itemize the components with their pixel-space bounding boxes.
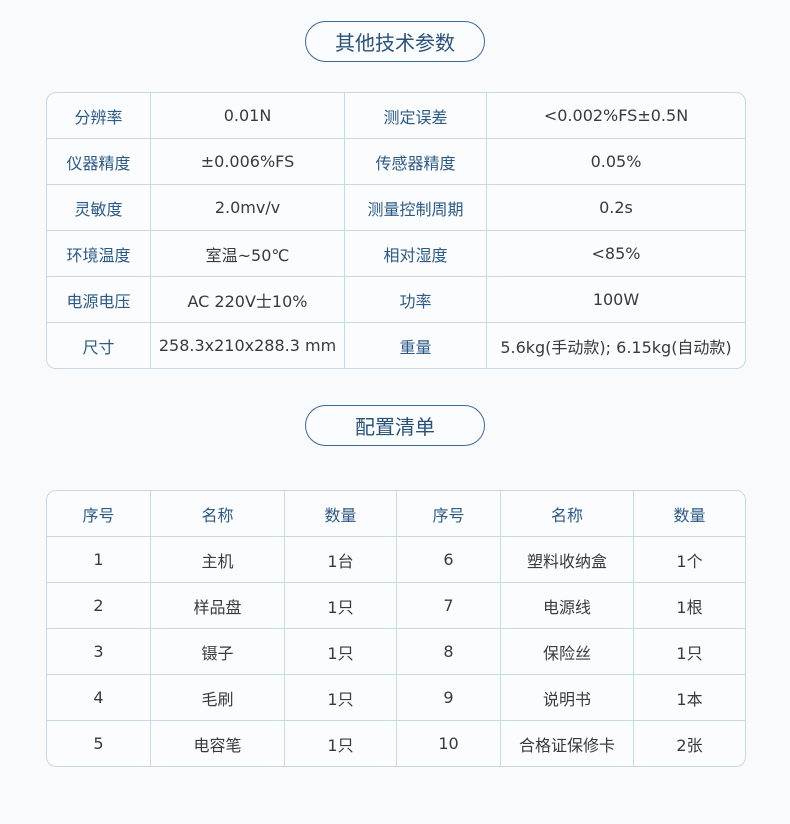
table-cell: 2.0mv/v <box>151 185 345 231</box>
table-cell: 8 <box>397 629 501 675</box>
section-title-config-list: 配置清单 <box>305 405 485 446</box>
table-cell: 258.3x210x288.3 mm <box>151 323 345 368</box>
table-cell: 4 <box>47 675 151 721</box>
table-cell: 保险丝 <box>501 629 634 675</box>
table-cell: 合格证保修卡 <box>501 721 634 766</box>
table-cell: 数量 <box>285 491 397 537</box>
table-row: 1 主机 1台 6 塑料收纳盒 1个 <box>47 537 745 583</box>
table-row: 尺寸 258.3x210x288.3 mm 重量 5.6kg(手动款); 6.15kg… <box>47 323 745 368</box>
table-cell: 样品盘 <box>151 583 285 629</box>
table-cell: 1 <box>47 537 151 583</box>
table-cell: 1只 <box>285 583 397 629</box>
table-row: 2 样品盘 1只 7 电源线 1根 <box>47 583 745 629</box>
table-cell: AC 220V士10% <box>151 277 345 323</box>
table-cell: 6 <box>397 537 501 583</box>
table-row: 电源电压 AC 220V士10% 功率 100W <box>47 277 745 323</box>
table-cell: 尺寸 <box>47 323 151 368</box>
section-title-tech-params: 其他技术参数 <box>305 21 485 62</box>
table-cell: 重量 <box>345 323 487 368</box>
table-cell: <0.002%FS±0.5N <box>487 93 745 139</box>
table-cell: 2 <box>47 583 151 629</box>
table-cell: 0.2s <box>487 185 745 231</box>
table-cell: 塑料收纳盒 <box>501 537 634 583</box>
table-cell: 9 <box>397 675 501 721</box>
table-cell: 测定误差 <box>345 93 487 139</box>
table-cell: ±0.006%FS <box>151 139 345 185</box>
table-cell: 0.05% <box>487 139 745 185</box>
table-header-row: 序号 名称 数量 序号 名称 数量 <box>47 491 745 537</box>
table-cell: 10 <box>397 721 501 766</box>
table-row: 环境温度 室温~50℃ 相对湿度 <85% <box>47 231 745 277</box>
table-cell: 分辨率 <box>47 93 151 139</box>
table-cell: 镊子 <box>151 629 285 675</box>
table-cell: 说明书 <box>501 675 634 721</box>
table-cell: <85% <box>487 231 745 277</box>
table-cell: 1只 <box>634 629 745 675</box>
table-cell: 电源电压 <box>47 277 151 323</box>
table-cell: 5 <box>47 721 151 766</box>
table-cell: 名称 <box>501 491 634 537</box>
table-cell: 电源线 <box>501 583 634 629</box>
table-row: 3 镊子 1只 8 保险丝 1只 <box>47 629 745 675</box>
table-cell: 1本 <box>634 675 745 721</box>
table-cell: 功率 <box>345 277 487 323</box>
table-cell: 5.6kg(手动款); 6.15kg(自动款) <box>500 337 732 357</box>
table-cell: 电容笔 <box>151 721 285 766</box>
table-cell: 传感器精度 <box>345 139 487 185</box>
table-cell: 1个 <box>634 537 745 583</box>
config-list-table: 序号 名称 数量 序号 名称 数量 1 主机 1台 6 塑料收纳盒 1个 2 样品盘 1只 7 电源线 1根 3 镊子… <box>46 490 746 767</box>
table-cell: 3 <box>47 629 151 675</box>
table-cell: 测量控制周期 <box>345 185 487 231</box>
table-cell: 1根 <box>634 583 745 629</box>
table-cell: 相对湿度 <box>345 231 487 277</box>
table-cell: 仪器精度 <box>47 139 151 185</box>
table-row: 5 电容笔 1只 10 合格证保修卡 2张 <box>47 721 745 766</box>
table-cell: 灵敏度 <box>47 185 151 231</box>
table-cell: 室温~50℃ <box>151 231 345 277</box>
table-cell: 0.01N <box>151 93 345 139</box>
tech-params-table: 分辨率 0.01N 测定误差 <0.002%FS±0.5N 仪器精度 ±0.006%FS 传… <box>46 92 746 369</box>
table-cell: 1只 <box>285 721 397 766</box>
table-cell: 序号 <box>397 491 501 537</box>
table-cell: 数量 <box>634 491 745 537</box>
table-cell: 7 <box>397 583 501 629</box>
table-cell: 1只 <box>285 675 397 721</box>
table-row: 灵敏度 2.0mv/v 测量控制周期 0.2s <box>47 185 745 231</box>
table-row: 仪器精度 ±0.006%FS 传感器精度 0.05% <box>47 139 745 185</box>
table-row: 分辨率 0.01N 测定误差 <0.002%FS±0.5N <box>47 93 745 139</box>
table-cell: 2张 <box>676 735 703 755</box>
table-cell: 1只 <box>285 629 397 675</box>
table-cell: 序号 <box>47 491 151 537</box>
table-cell: 环境温度 <box>47 231 151 277</box>
table-cell: 名称 <box>151 491 285 537</box>
table-cell: 1台 <box>285 537 397 583</box>
table-cell: 100W <box>487 277 745 323</box>
table-cell: 毛刷 <box>151 675 285 721</box>
table-cell: 主机 <box>151 537 285 583</box>
table-row: 4 毛刷 1只 9 说明书 1本 <box>47 675 745 721</box>
